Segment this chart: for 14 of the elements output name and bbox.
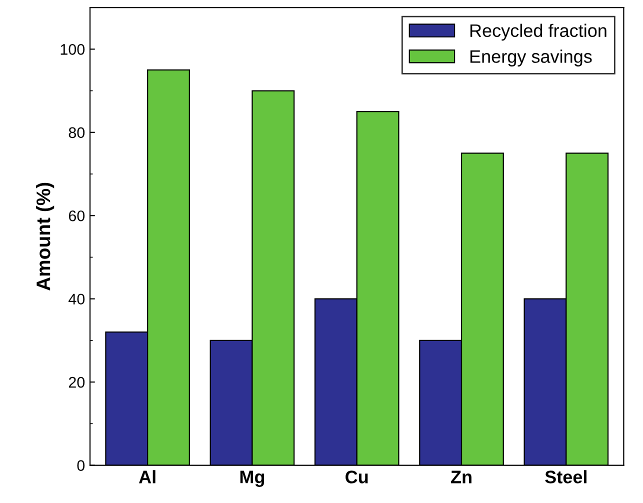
x-tick-label: Mg — [240, 470, 264, 487]
legend-label: Energy savings — [470, 50, 592, 66]
x-tick-label: Steel — [545, 470, 586, 484]
y-tick-label: 60 — [68, 210, 85, 222]
legend-label: Recycled fraction — [470, 24, 606, 41]
x-tick-label: Al — [138, 470, 156, 484]
x-tick-label: Zn — [451, 470, 472, 484]
y-axis-title: Amount (%) — [36, 182, 54, 290]
y-tick-label: 20 — [68, 376, 85, 388]
y-tick-label: 80 — [68, 127, 85, 138]
y-tick-label: 40 — [68, 294, 85, 305]
y-tick-label: 100 — [60, 44, 85, 55]
x-tick-label: Cu — [346, 470, 368, 484]
y-tick-label: 0 — [77, 460, 85, 471]
